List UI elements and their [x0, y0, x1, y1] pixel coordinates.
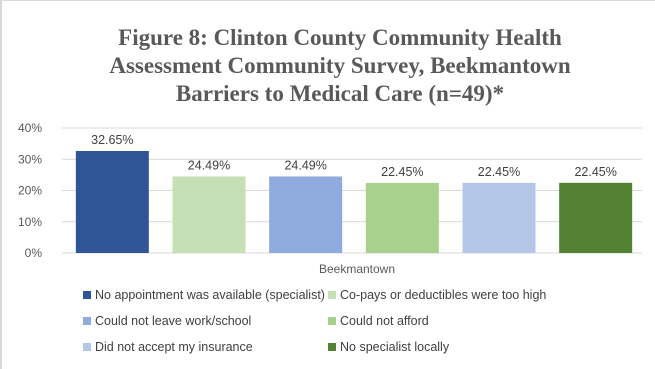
- y-tick-label: 40%: [18, 121, 42, 135]
- legend-item-5: Did not accept my insurance: [83, 340, 253, 354]
- legend-swatch: [83, 291, 91, 299]
- chart-frame-left: [0, 0, 2, 369]
- chart-title: Figure 8: Clinton County Community Healt…: [20, 24, 655, 108]
- legend-swatch: [328, 317, 336, 325]
- legend-item-3: Could not leave work/school: [83, 314, 251, 328]
- bar-3: [269, 176, 343, 253]
- data-label-6: 22.45%: [574, 165, 616, 179]
- bar-5: [462, 182, 536, 253]
- legend-label: No appointment was available (specialist…: [95, 288, 325, 302]
- y-tick-label: 20%: [18, 184, 42, 198]
- bar-1: [75, 150, 149, 253]
- y-tick-label: 0%: [25, 246, 43, 260]
- y-tick-label: 30%: [18, 152, 42, 166]
- legend-swatch: [83, 343, 91, 351]
- legend-item-2: Co-pays or deductibles were too high: [328, 288, 546, 302]
- y-tick-label: 10%: [18, 215, 42, 229]
- chart-title-line-1: Figure 8: Clinton County Community Healt…: [118, 25, 562, 50]
- legend-label: No specialist locally: [340, 340, 450, 354]
- data-label-5: 22.45%: [478, 165, 520, 179]
- data-label-2: 24.49%: [188, 158, 230, 172]
- x-category-label: Beekmantown: [319, 262, 395, 276]
- legend-swatch: [328, 343, 336, 351]
- legend-swatch: [328, 291, 336, 299]
- bar-6: [559, 182, 633, 253]
- data-label-4: 22.45%: [381, 165, 423, 179]
- legend-item-4: Could not afford: [328, 314, 429, 328]
- legend-item-6: No specialist locally: [328, 340, 449, 354]
- bar-2: [172, 176, 246, 253]
- legend-item-1: No appointment was available (specialist…: [83, 288, 325, 302]
- chart-title-line-3: Barriers to Medical Care (n=49)*: [175, 81, 505, 106]
- data-label-3: 24.49%: [284, 158, 326, 172]
- chart-frame-top: [0, 0, 655, 1]
- legend-label: Did not accept my insurance: [95, 340, 253, 354]
- legend-label: Could not leave work/school: [95, 314, 252, 328]
- legend-label: Co-pays or deductibles were too high: [340, 288, 547, 302]
- chart-title-line-2: Assessment Community Survey, Beekmantown: [109, 53, 571, 78]
- data-label-1: 32.65%: [91, 133, 133, 147]
- bar-4: [365, 182, 439, 253]
- legend-swatch: [83, 317, 91, 325]
- legend-label: Could not afford: [340, 314, 429, 328]
